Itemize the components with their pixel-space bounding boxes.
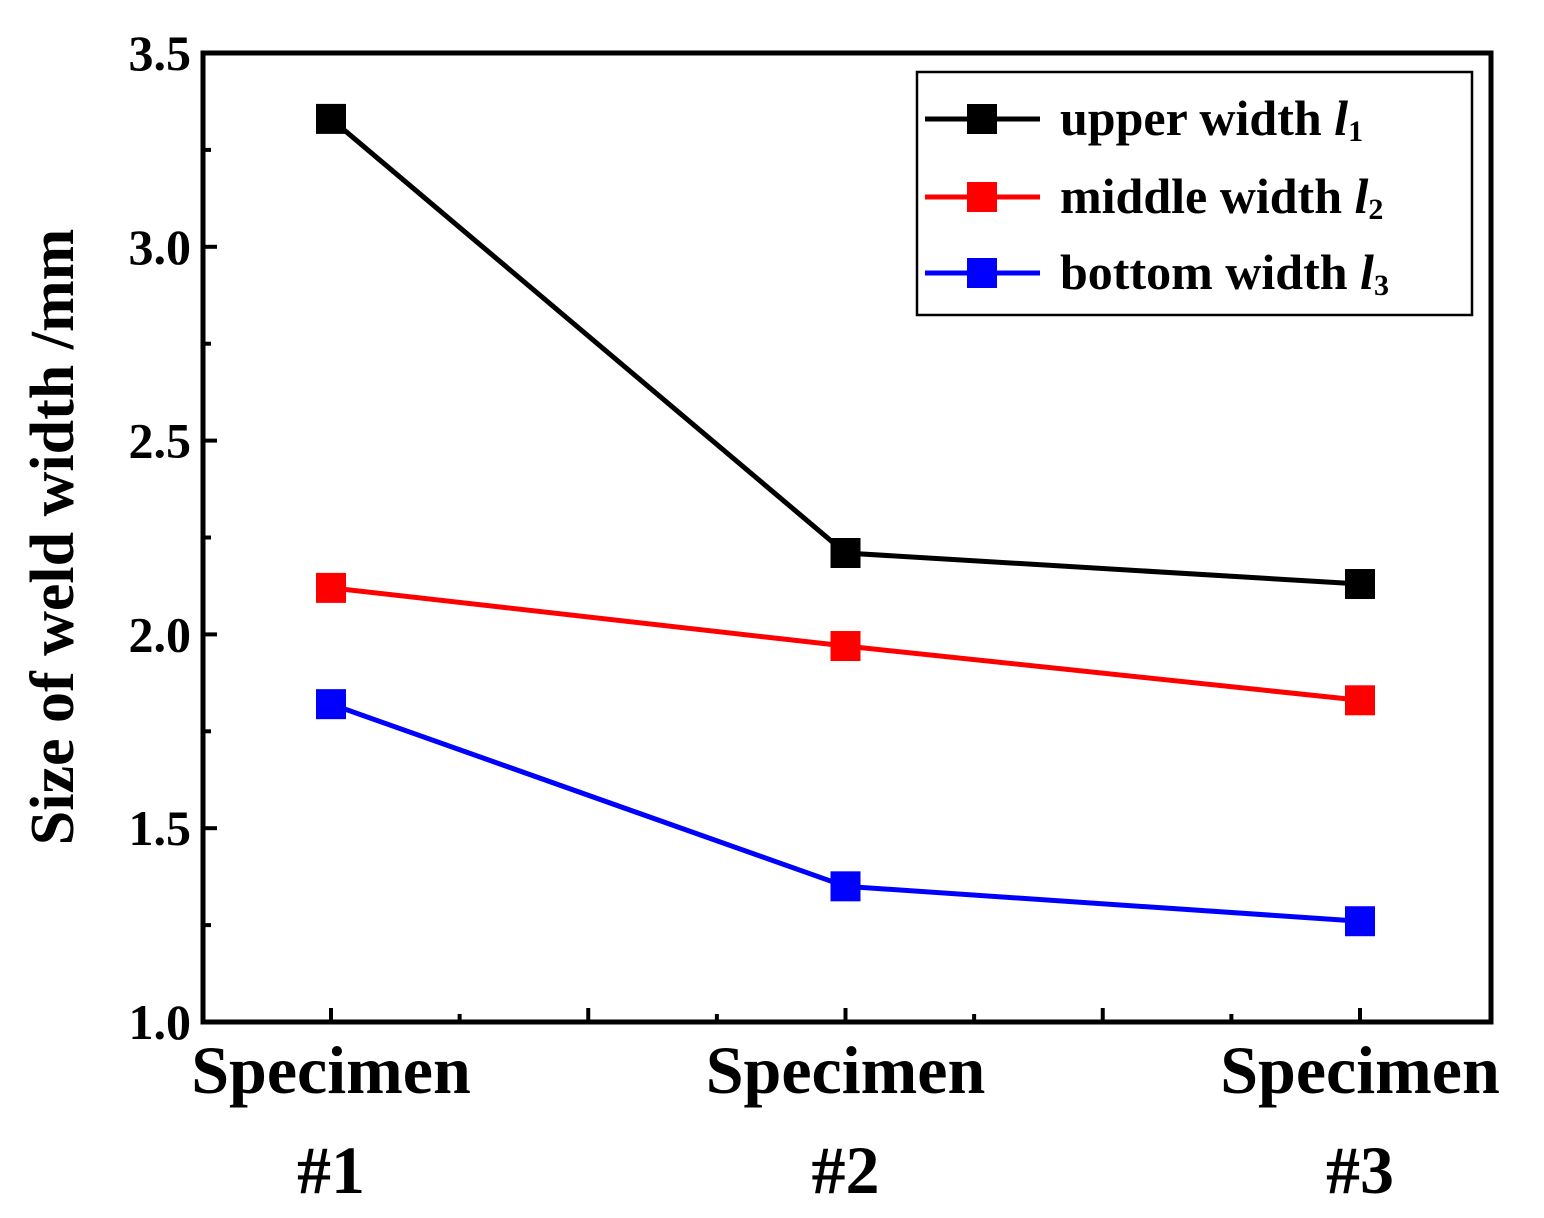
x-tick-label-line2: #1	[297, 1132, 365, 1208]
series-3-point	[830, 871, 861, 902]
labels-layer: 1.0 1.5 2.0 2.5 3.0 3.5 Specimen #1 Specimen #2 Sp…	[129, 25, 1500, 1208]
x-tick-label-line1: Specimen	[706, 1032, 986, 1108]
x-tick-label-line1: Specimen	[191, 1032, 471, 1108]
y-tick-label: 1.0	[129, 994, 192, 1050]
legend-marker-3	[967, 258, 997, 288]
legend-label-1: upper width l1	[1060, 90, 1363, 148]
plot-frame	[200, 50, 1494, 1025]
legend-name: upper width	[1060, 90, 1334, 146]
legend-name: bottom width	[1060, 244, 1360, 300]
legend-subscript: 3	[1374, 269, 1389, 302]
y-tick-label: 2.0	[129, 606, 192, 662]
x-tick-label-line1: Specimen	[1220, 1032, 1500, 1108]
y-tick-label: 3.5	[129, 25, 192, 81]
legend-symbol: l	[1355, 168, 1369, 224]
y-tick-label: 2.5	[129, 413, 192, 469]
legend-symbol: l	[1360, 244, 1374, 300]
series-1-point	[1345, 569, 1375, 600]
series-1-point	[316, 103, 346, 134]
y-axis-title: Size of weld width /mm	[19, 229, 87, 846]
legend-label-2: middle width l2	[1060, 168, 1383, 226]
legend-marker-1	[967, 104, 997, 134]
x-tick-label-line2: #2	[812, 1132, 880, 1208]
legend-subscript: 1	[1348, 115, 1363, 148]
legend-symbol: l	[1334, 90, 1348, 146]
series-2-point	[316, 572, 346, 603]
series-3-point	[316, 689, 346, 720]
legend-label-3: bottom width l3	[1060, 244, 1389, 302]
series-2-point	[1345, 685, 1375, 716]
series-1-point	[830, 538, 861, 569]
y-tick-label: 1.5	[129, 800, 192, 856]
series-layer	[316, 103, 1375, 937]
series-3-point	[1345, 906, 1375, 937]
y-tick-label: 3.0	[129, 219, 192, 275]
legend-subscript: 2	[1368, 193, 1383, 226]
x-tick-label-line2: #3	[1326, 1132, 1394, 1208]
legend-marker-2	[967, 182, 997, 212]
legend-name: middle width	[1060, 168, 1355, 224]
series-2-point	[830, 631, 861, 662]
